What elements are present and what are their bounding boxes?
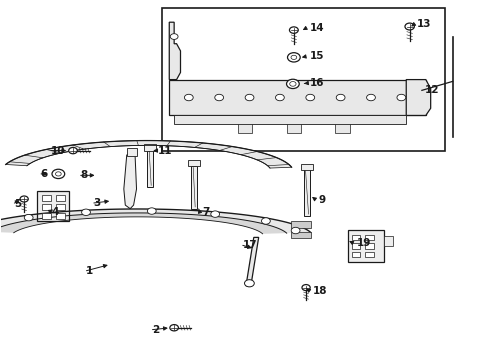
Text: 6: 6 bbox=[41, 169, 48, 179]
Bar bbox=[351, 243, 360, 249]
Circle shape bbox=[147, 208, 156, 214]
Circle shape bbox=[291, 227, 300, 234]
Circle shape bbox=[405, 23, 415, 30]
Polygon shape bbox=[292, 232, 311, 238]
Bar bbox=[37, 191, 69, 221]
Polygon shape bbox=[287, 125, 301, 133]
Polygon shape bbox=[145, 144, 156, 150]
Bar bbox=[56, 195, 65, 201]
Polygon shape bbox=[384, 235, 393, 246]
Text: 10: 10 bbox=[50, 145, 65, 156]
Circle shape bbox=[262, 218, 270, 224]
Text: 18: 18 bbox=[313, 286, 327, 296]
Circle shape bbox=[184, 94, 193, 101]
Bar bbox=[42, 204, 51, 210]
Circle shape bbox=[336, 94, 345, 101]
Polygon shape bbox=[169, 22, 180, 80]
Text: 14: 14 bbox=[310, 23, 324, 33]
Text: 15: 15 bbox=[310, 51, 324, 61]
Polygon shape bbox=[127, 148, 137, 156]
Polygon shape bbox=[188, 160, 200, 166]
Circle shape bbox=[52, 169, 65, 179]
Text: 17: 17 bbox=[243, 239, 257, 249]
Text: 13: 13 bbox=[417, 19, 432, 29]
Polygon shape bbox=[191, 166, 197, 209]
Bar bbox=[365, 252, 374, 257]
Circle shape bbox=[302, 284, 310, 291]
Text: 11: 11 bbox=[158, 145, 172, 156]
Text: 5: 5 bbox=[14, 199, 22, 210]
Circle shape bbox=[291, 55, 297, 59]
Text: 3: 3 bbox=[94, 198, 101, 208]
Polygon shape bbox=[6, 140, 292, 168]
Circle shape bbox=[367, 94, 375, 101]
Polygon shape bbox=[169, 80, 426, 116]
Bar bbox=[351, 252, 360, 257]
Polygon shape bbox=[0, 213, 287, 234]
Polygon shape bbox=[238, 125, 252, 133]
Circle shape bbox=[24, 215, 33, 221]
Bar bbox=[365, 234, 374, 240]
Text: 9: 9 bbox=[318, 195, 325, 205]
Circle shape bbox=[215, 94, 223, 101]
Circle shape bbox=[290, 27, 298, 33]
Polygon shape bbox=[304, 169, 311, 216]
Text: 2: 2 bbox=[152, 325, 159, 335]
Polygon shape bbox=[335, 125, 350, 133]
Bar bbox=[56, 213, 65, 219]
Circle shape bbox=[69, 148, 77, 154]
Text: 8: 8 bbox=[80, 170, 88, 180]
Polygon shape bbox=[147, 149, 153, 187]
Text: 1: 1 bbox=[86, 266, 94, 276]
Text: 16: 16 bbox=[310, 78, 324, 88]
Text: 19: 19 bbox=[356, 238, 371, 248]
Bar bbox=[56, 204, 65, 210]
Text: 7: 7 bbox=[202, 207, 209, 217]
Bar bbox=[42, 213, 51, 219]
Polygon shape bbox=[292, 221, 311, 228]
Polygon shape bbox=[174, 116, 406, 125]
Polygon shape bbox=[0, 209, 311, 233]
Bar bbox=[347, 230, 384, 262]
Circle shape bbox=[288, 53, 300, 62]
Bar bbox=[162, 8, 445, 151]
Circle shape bbox=[20, 196, 28, 202]
Circle shape bbox=[287, 79, 299, 89]
Text: 4: 4 bbox=[51, 207, 58, 217]
Polygon shape bbox=[246, 237, 259, 286]
Circle shape bbox=[170, 325, 178, 331]
Bar bbox=[42, 195, 51, 201]
Circle shape bbox=[170, 34, 178, 40]
Circle shape bbox=[306, 94, 315, 101]
Circle shape bbox=[245, 94, 254, 101]
Circle shape bbox=[245, 280, 254, 287]
Polygon shape bbox=[406, 80, 431, 116]
Circle shape bbox=[82, 209, 91, 216]
Circle shape bbox=[397, 94, 406, 101]
Circle shape bbox=[290, 82, 296, 86]
Circle shape bbox=[55, 172, 61, 176]
Bar bbox=[351, 234, 360, 240]
Text: 12: 12 bbox=[425, 85, 440, 95]
Circle shape bbox=[275, 94, 284, 101]
Polygon shape bbox=[124, 155, 137, 209]
Bar bbox=[365, 243, 374, 249]
Circle shape bbox=[211, 211, 220, 217]
Polygon shape bbox=[301, 164, 314, 170]
